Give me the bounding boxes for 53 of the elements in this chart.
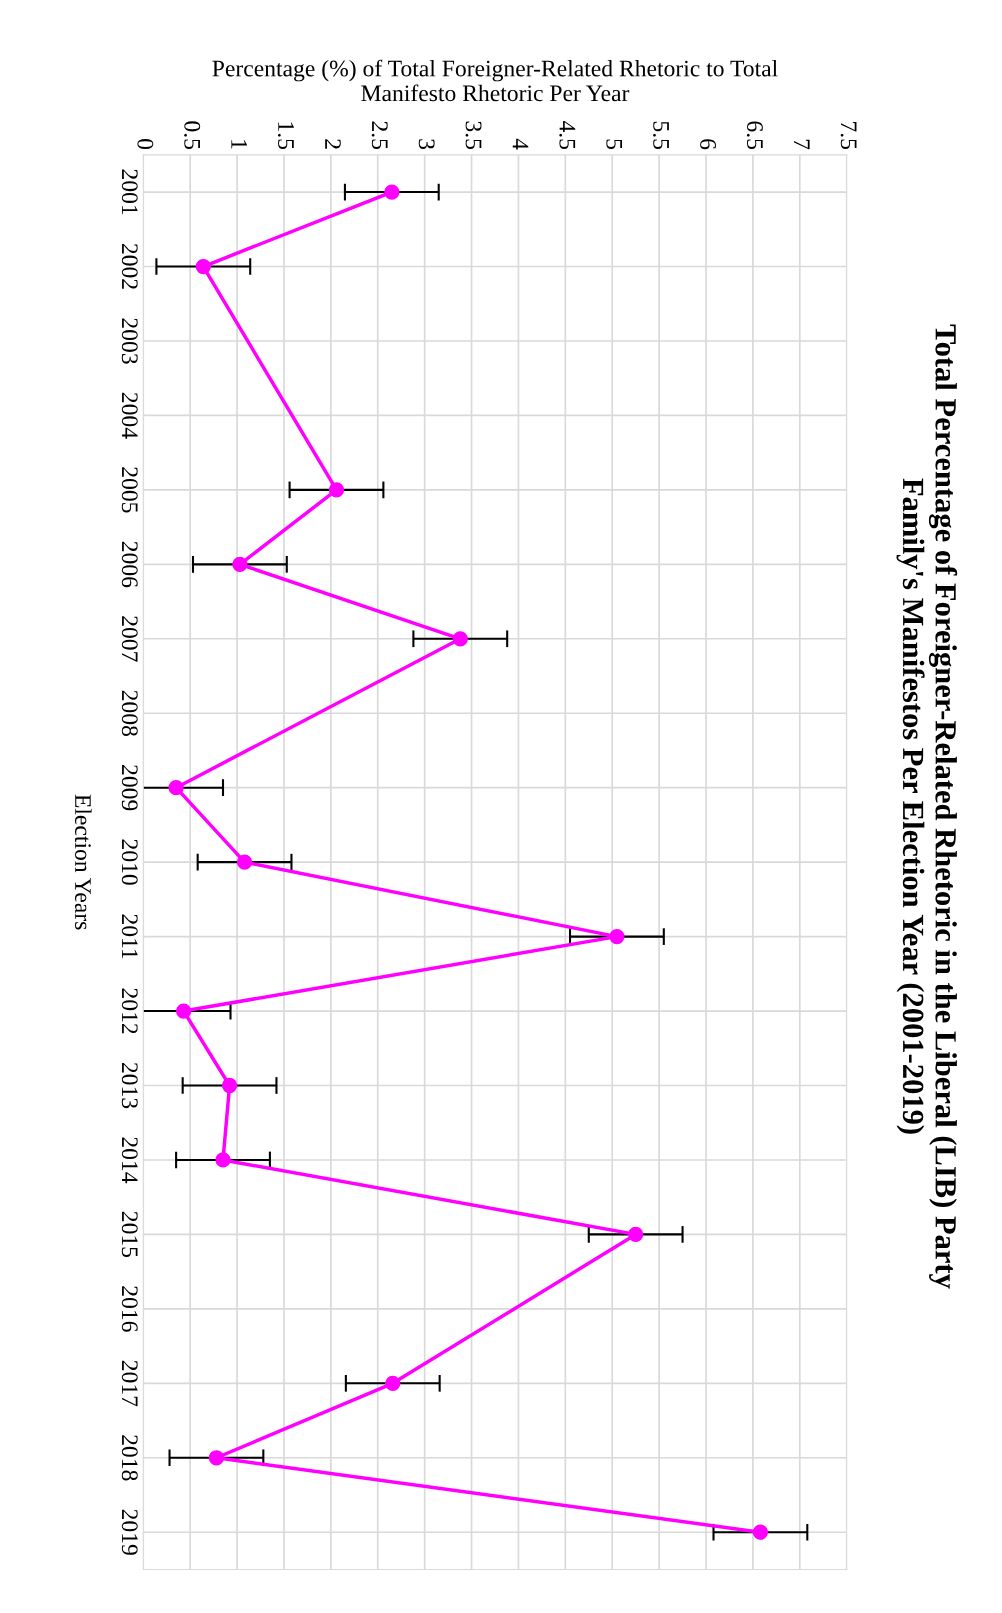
point xyxy=(628,1226,644,1243)
point xyxy=(175,1003,192,1019)
point xyxy=(752,1524,769,1540)
point xyxy=(221,1077,238,1094)
y-tick-label: 2003 xyxy=(121,318,138,364)
x-tick-label: 4 xyxy=(512,138,529,150)
text: Total Percentage of Foreigner-Related Rhetoric in the Liberal (LIB) Party Family's Manifestos Per Election Year (2001-2019) xyxy=(896,324,958,1289)
x-tick-label: 1 xyxy=(231,140,247,149)
x-tick-label: 3.5 xyxy=(465,121,482,150)
y-tick-label: 2011 xyxy=(121,914,138,959)
point xyxy=(208,1450,225,1466)
x-tick-label: 7 xyxy=(794,139,810,150)
x-tick-label: 3 xyxy=(418,139,435,150)
point xyxy=(609,928,625,945)
point xyxy=(236,854,253,870)
y-tick-label: 2016 xyxy=(121,1286,138,1332)
x-tick-label: 5.5 xyxy=(653,121,669,150)
y-tick-label: 2006 xyxy=(121,541,138,588)
point xyxy=(384,184,400,200)
y-tick-label: 2008 xyxy=(121,690,138,736)
y-tick-label: 2009 xyxy=(121,765,138,811)
x-tick-label: 6 xyxy=(700,139,716,150)
point xyxy=(385,1375,401,1391)
y-tick-label: 2014 xyxy=(121,1137,138,1184)
point xyxy=(452,631,468,647)
y-tick-label: 2017 xyxy=(121,1360,138,1407)
point xyxy=(232,556,248,572)
x-tick-label: 1.5 xyxy=(277,122,294,150)
y-tick-label: 2004 xyxy=(121,392,138,439)
y-tick-label: 2002 xyxy=(121,243,138,289)
y-tick-label: 2005 xyxy=(121,467,138,513)
x-tick-label: 5 xyxy=(606,139,623,150)
point xyxy=(328,482,345,498)
point xyxy=(168,780,184,796)
y-tick-label: 2018 xyxy=(121,1435,138,1481)
x-axis-title: Percentage (%) of Total Foreigner-Related Rhetoric to Total Manifesto Rhetoric Per Year xyxy=(212,59,778,102)
y-tick-label: 2015 xyxy=(121,1211,138,1258)
x-tick-label: 7.5 xyxy=(840,122,857,150)
x-tick-label: 6.5 xyxy=(746,121,763,150)
x-tick-label: 0.5 xyxy=(184,121,201,150)
y-tick-label: 2013 xyxy=(121,1062,138,1109)
y-axis-title: Election Years xyxy=(74,794,92,930)
x-tick-label: 2.5 xyxy=(371,121,388,150)
x-tick-label: 4.5 xyxy=(559,120,576,150)
y-tick-label: 2012 xyxy=(121,988,138,1034)
x-tick-label: 2 xyxy=(325,139,341,149)
y-tick-label: 2019 xyxy=(121,1509,138,1555)
point xyxy=(215,1152,231,1168)
y-tick-label: 2001 xyxy=(121,169,138,215)
x-tick-label: 0 xyxy=(137,139,154,150)
y-tick-label: 2010 xyxy=(121,839,138,885)
point xyxy=(195,258,211,275)
y-tick-label: 2007 xyxy=(121,616,138,662)
